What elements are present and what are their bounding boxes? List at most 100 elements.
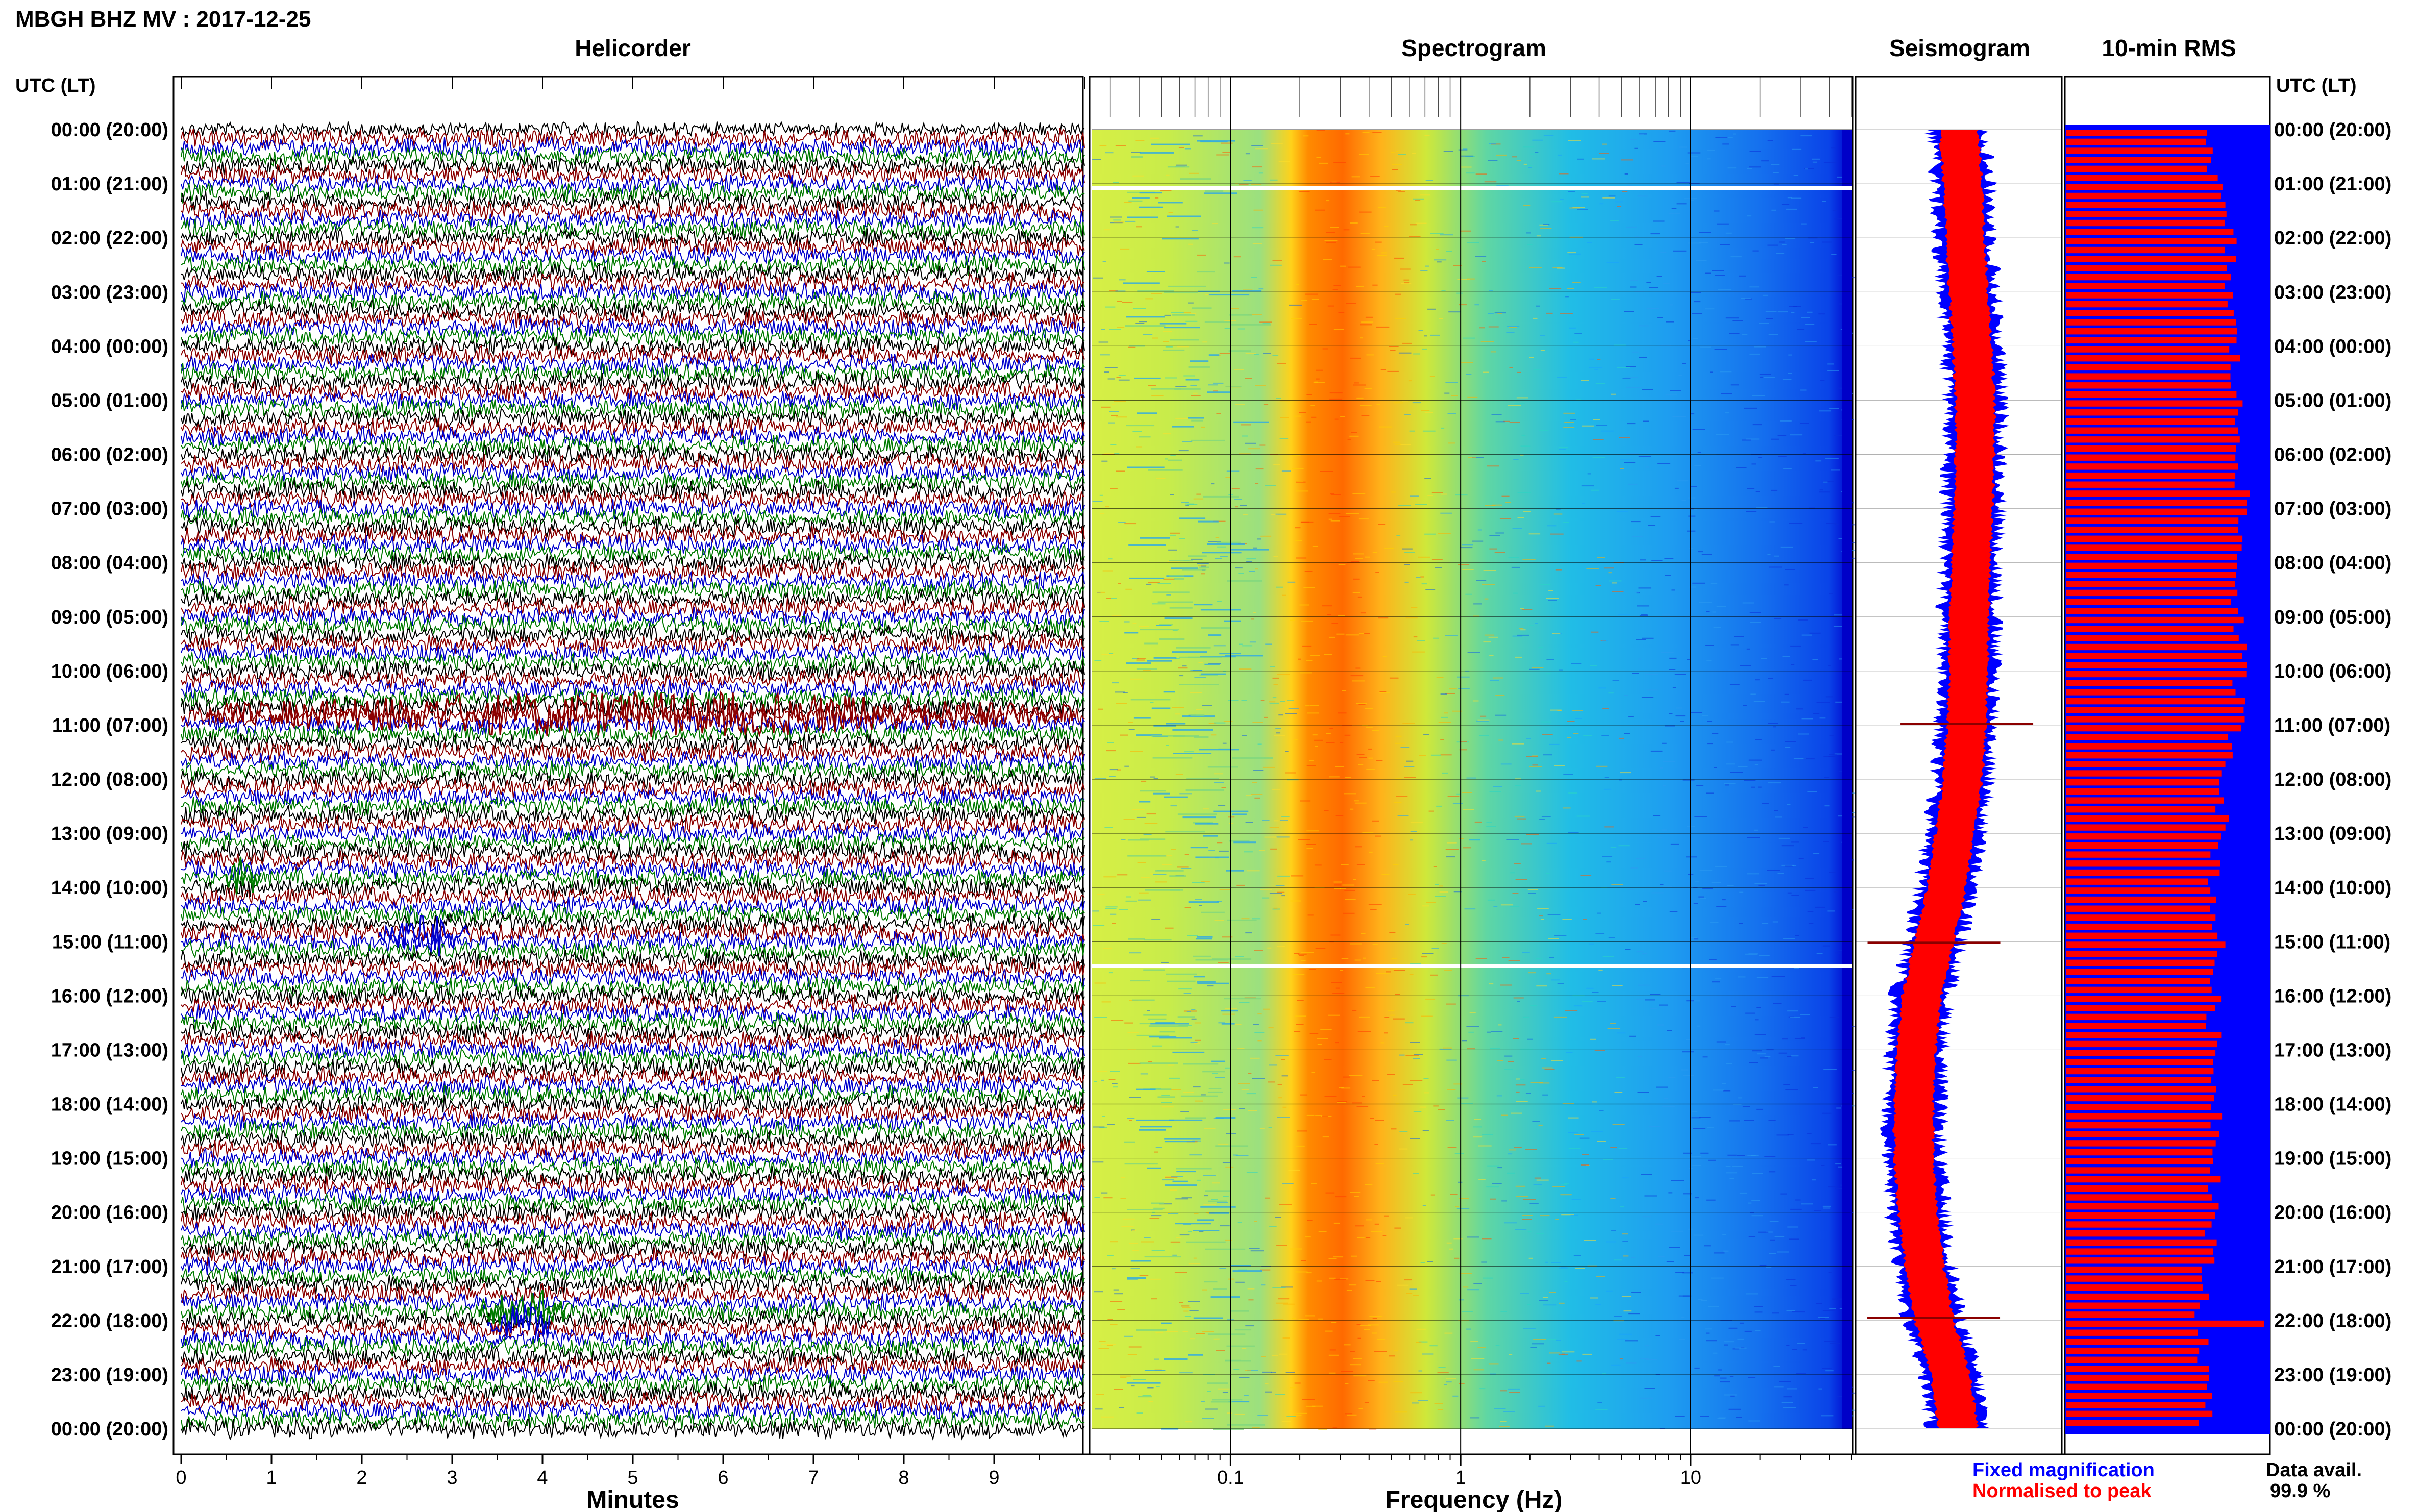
spectrogram-speckle [1464, 908, 1476, 910]
spectrogram-speckle [1574, 1134, 1584, 1135]
spectrogram-speckle [1453, 265, 1462, 266]
spectrogram-speckle [1613, 1259, 1622, 1261]
spectrogram-speckle [1723, 1090, 1731, 1092]
spectrogram-speckle [1109, 411, 1119, 412]
spectrogram-speckle [1212, 1182, 1220, 1184]
spectrogram-speckle [1503, 420, 1510, 422]
spectrogram-streak [1166, 973, 1197, 975]
spectrogram-speckle [1285, 713, 1297, 714]
rms-bar [2066, 1221, 2212, 1228]
spectrogram-speckle [1131, 1385, 1135, 1387]
spectrogram-speckle [1705, 272, 1711, 274]
spectrogram-streak [1148, 1018, 1167, 1020]
spectrogram-speckle [1706, 1340, 1717, 1342]
spectrogram-speckle [1345, 634, 1359, 636]
spectrogram-speckle [1446, 856, 1455, 858]
spectrogram-speckle [1211, 483, 1215, 485]
spectrogram-streak [1143, 1014, 1167, 1016]
spectrogram-speckle [1196, 493, 1201, 495]
spectrogram-speckle [1823, 841, 1829, 842]
spectrogram-speckle [1665, 575, 1671, 576]
spectrogram-speckle [1488, 636, 1498, 638]
rms-bar [2066, 1059, 2213, 1065]
spectrogram-speckle [1372, 820, 1379, 822]
spectrogram-speckle [1680, 721, 1684, 722]
spectrogram-streak [1167, 980, 1196, 982]
spectrogram-speckle [1248, 314, 1262, 315]
spectrogram-speckle [1121, 839, 1126, 840]
spectrogram-speckle [1523, 163, 1527, 165]
spectrogram-streak [1185, 789, 1225, 791]
rms-bar [2066, 1347, 2200, 1354]
spectrogram-streak [1204, 321, 1231, 323]
spectrogram-streak [1164, 1138, 1201, 1140]
time-label-left: 09:00 (05:00) [51, 607, 168, 628]
spectrogram-speckle [1365, 1280, 1375, 1281]
spectrogram-streak [1175, 1223, 1211, 1225]
spectrogram-speckle [1532, 764, 1538, 766]
spectrogram-speckle [1694, 1367, 1700, 1369]
spectrogram-speckle [1355, 1225, 1364, 1227]
spectrogram-speckle [1549, 1352, 1561, 1354]
spectrogram-speckle [1411, 607, 1418, 608]
spectrogram-speckle [1749, 1062, 1758, 1063]
spectrogram-speckle [1497, 1060, 1503, 1061]
helicorder-trace [181, 362, 1085, 384]
helicorder-trace [181, 904, 1085, 925]
spectrogram-speckle [1589, 367, 1602, 368]
spectrogram-speckle [1570, 419, 1576, 420]
spectrogram-speckle [1109, 329, 1121, 330]
spectrogram-speckle [1455, 1206, 1460, 1207]
spectrogram-speckle [1520, 445, 1531, 447]
spectrogram-streak [1176, 647, 1211, 649]
time-label-left: 01:00 (21:00) [51, 173, 168, 195]
spectrogram-speckle [1364, 633, 1370, 634]
rms-bar [2066, 986, 2212, 994]
rms-bar [2066, 869, 2220, 876]
spectrogram-speckle [1516, 1101, 1528, 1102]
helicorder-x-tick-label: 0 [176, 1467, 186, 1489]
rms-bar [2066, 725, 2241, 732]
spectrogram-streak [1224, 998, 1261, 1000]
spectrogram-speckle [1328, 518, 1332, 520]
spectrogram-speckle [1824, 1341, 1836, 1342]
spectrogram-speckle [1225, 1239, 1232, 1241]
spectrogram-speckle [1783, 1396, 1792, 1398]
spectrogram-speckle [1641, 614, 1648, 615]
spectrogram-speckle [1512, 156, 1517, 158]
spectrogram-speckle [1827, 910, 1835, 912]
spectrogram-speckle [1532, 1121, 1540, 1122]
spectrogram-speckle [1730, 772, 1743, 773]
spectrogram-speckle [1650, 516, 1661, 517]
spectrogram-speckle [1499, 518, 1512, 519]
spectrogram-streak [1228, 1401, 1250, 1403]
spectrogram-speckle [1288, 1169, 1300, 1171]
spectrogram-speckle [1306, 1114, 1315, 1116]
spectrogram-speckle [1467, 278, 1475, 280]
spectrogram-speckle [1177, 346, 1189, 348]
spectrogram-streak [1205, 1190, 1231, 1192]
spectrogram-speckle [1623, 1255, 1629, 1257]
spectrogram-speckle [1459, 838, 1464, 839]
spectrogram-speckle [1715, 978, 1722, 980]
spectrogram-speckle [1312, 734, 1318, 736]
spectrogram-speckle [1451, 395, 1458, 396]
spectrogram-speckle [1500, 1390, 1507, 1392]
spectrogram-speckle [1590, 1297, 1598, 1299]
helicorder-trace [181, 182, 1085, 204]
spectrogram-speckle [1108, 972, 1113, 974]
spectrogram-speckle [1170, 532, 1180, 534]
rms-bar [2066, 147, 2213, 154]
spectrogram-speckle [1694, 938, 1699, 940]
spectrogram-speckle [1611, 393, 1617, 395]
spectrogram-speckle [1543, 1339, 1557, 1340]
spectrogram-speckle [1516, 1196, 1528, 1197]
spectrogram-speckle [1201, 426, 1205, 428]
spectrogram-streak [1173, 753, 1212, 754]
spectrogram-speckle [1314, 864, 1322, 866]
spectrogram-speckle [1429, 1345, 1438, 1347]
spectrogram-speckle [1354, 959, 1361, 961]
spectrogram-speckle [1398, 191, 1405, 192]
spectrogram-speckle [1636, 858, 1645, 859]
spectrogram-speckle [1693, 1128, 1706, 1129]
